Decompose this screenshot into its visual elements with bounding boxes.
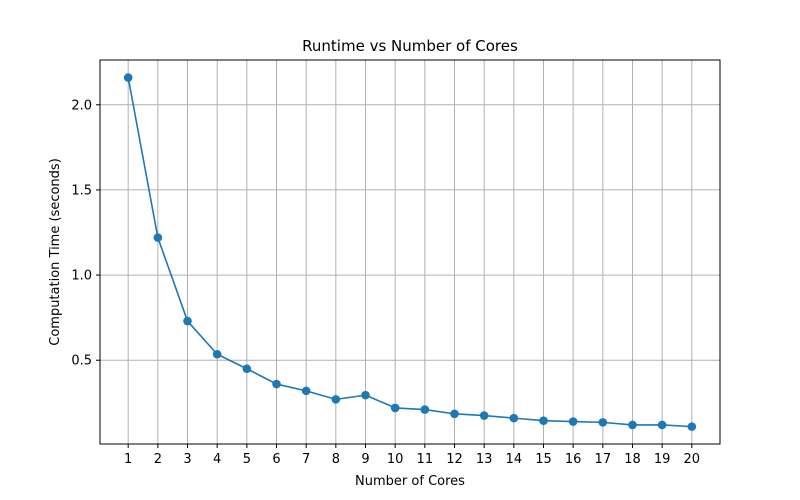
data-point bbox=[657, 420, 667, 430]
y-tick-label: 1.0 bbox=[71, 269, 92, 284]
chart-title: Runtime vs Number of Cores bbox=[302, 37, 518, 55]
series-line bbox=[127, 77, 692, 428]
data-point bbox=[183, 316, 192, 326]
x-axis-label: Number of Cores bbox=[355, 474, 465, 489]
data-point bbox=[450, 409, 459, 419]
x-tick-label: 3 bbox=[183, 452, 191, 467]
x-tick-label: 19 bbox=[654, 452, 671, 467]
x-tick-label: 9 bbox=[361, 452, 369, 467]
y-tick-label: 0.5 bbox=[71, 354, 92, 369]
grid-lines bbox=[100, 60, 720, 444]
x-tick-label: 1 bbox=[124, 452, 132, 467]
x-tick-label: 17 bbox=[595, 452, 612, 467]
x-tick-label: 5 bbox=[243, 452, 251, 467]
x-tick-label: 13 bbox=[476, 452, 493, 467]
data-point bbox=[242, 364, 252, 374]
x-tick-label: 6 bbox=[272, 452, 280, 467]
y-axis-label: Computation Time (seconds) bbox=[48, 158, 63, 346]
data-point bbox=[153, 233, 163, 242]
data-point bbox=[390, 403, 400, 413]
x-tick-label: 18 bbox=[624, 452, 641, 467]
x-tick-label: 15 bbox=[535, 452, 552, 467]
y-axis-ticks: 0.5 1.0 1.5 2.0 bbox=[71, 98, 100, 369]
plot-frame bbox=[99, 59, 721, 445]
data-point bbox=[272, 379, 281, 389]
data-point bbox=[123, 73, 133, 82]
data-point bbox=[509, 413, 519, 423]
x-tick-label: 10 bbox=[387, 452, 404, 467]
x-tick-label: 7 bbox=[302, 452, 310, 467]
x-axis-ticks: 1 2 3 4 5 6 7 8 9 10 11 12 13 14 15 16 17 18 19 20 bbox=[124, 444, 700, 467]
data-point bbox=[301, 386, 311, 396]
x-tick-label: 4 bbox=[213, 452, 221, 467]
y-tick-label: 1.5 bbox=[71, 183, 92, 198]
data-point bbox=[212, 349, 222, 359]
data-point bbox=[598, 418, 608, 427]
x-tick-label: 12 bbox=[446, 452, 463, 467]
data-point bbox=[479, 411, 489, 420]
data-point bbox=[687, 422, 697, 431]
data-point bbox=[628, 420, 637, 430]
x-tick-label: 20 bbox=[684, 452, 701, 467]
y-tick-label: 2.0 bbox=[71, 98, 92, 113]
x-tick-label: 8 bbox=[332, 452, 340, 467]
data-point bbox=[331, 395, 341, 404]
data-point bbox=[539, 416, 548, 425]
x-tick-label: 11 bbox=[417, 452, 434, 467]
x-tick-label: 14 bbox=[506, 452, 523, 467]
data-point bbox=[568, 417, 578, 426]
x-tick-label: 16 bbox=[565, 452, 582, 467]
data-point bbox=[361, 390, 370, 400]
series-layer bbox=[123, 73, 697, 431]
x-tick-label: 2 bbox=[154, 452, 162, 467]
data-point bbox=[420, 405, 430, 414]
